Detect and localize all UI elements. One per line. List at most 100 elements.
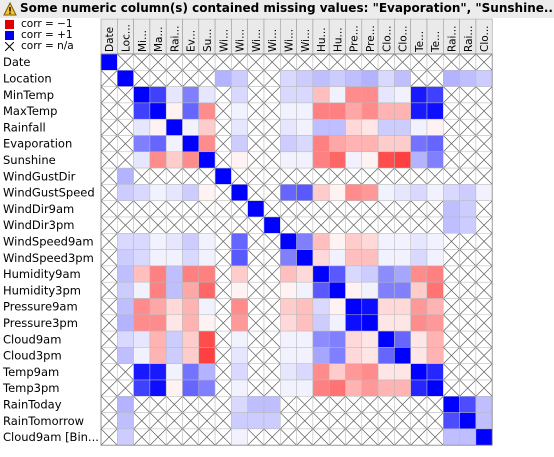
matrix-cell[interactable]: [410, 347, 428, 364]
matrix-cell[interactable]: [426, 363, 444, 381]
matrix-cell[interactable]: [312, 428, 330, 446]
matrix-cell[interactable]: [198, 314, 216, 332]
matrix-cell[interactable]: [182, 102, 200, 120]
matrix-cell[interactable]: [263, 200, 281, 218]
matrix-cell[interactable]: [328, 86, 346, 104]
matrix-cell[interactable]: [475, 265, 493, 283]
matrix-cell[interactable]: [231, 347, 248, 364]
matrix-cell[interactable]: [182, 396, 200, 413]
matrix-cell[interactable]: [198, 249, 216, 267]
matrix-cell[interactable]: [394, 70, 411, 87]
matrix-cell[interactable]: [280, 86, 297, 104]
matrix-cell[interactable]: [165, 167, 183, 185]
matrix-cell[interactable]: [312, 184, 330, 201]
matrix-cell[interactable]: [394, 396, 411, 413]
matrix-cell[interactable]: [247, 200, 265, 218]
matrix-cell[interactable]: [280, 151, 297, 169]
matrix-cell[interactable]: [231, 118, 248, 136]
matrix-cell[interactable]: [247, 428, 265, 446]
matrix-cell[interactable]: [361, 184, 379, 201]
matrix-cell[interactable]: [410, 298, 428, 316]
matrix-cell[interactable]: [263, 249, 281, 267]
matrix-cell[interactable]: [345, 216, 363, 234]
matrix-cell[interactable]: [100, 363, 118, 381]
matrix-cell[interactable]: [182, 347, 200, 364]
matrix-cell[interactable]: [361, 53, 379, 71]
matrix-cell[interactable]: [345, 184, 363, 201]
matrix-cell[interactable]: [377, 330, 395, 348]
matrix-cell[interactable]: [182, 70, 200, 87]
matrix-cell[interactable]: [263, 265, 281, 283]
matrix-cell[interactable]: [133, 330, 151, 348]
matrix-cell[interactable]: [361, 330, 379, 348]
matrix-cell[interactable]: [394, 233, 411, 250]
matrix-cell[interactable]: [328, 379, 346, 397]
matrix-cell[interactable]: [296, 428, 314, 446]
matrix-cell[interactable]: [280, 379, 297, 397]
matrix-cell[interactable]: [377, 135, 395, 153]
matrix-cell[interactable]: [133, 184, 151, 201]
matrix-cell[interactable]: [459, 53, 477, 71]
matrix-cell[interactable]: [312, 118, 330, 136]
matrix-cell[interactable]: [247, 396, 265, 413]
matrix-cell[interactable]: [312, 86, 330, 104]
matrix-cell[interactable]: [182, 363, 200, 381]
matrix-cell[interactable]: [133, 314, 151, 332]
matrix-cell[interactable]: [475, 330, 493, 348]
matrix-cell[interactable]: [426, 298, 444, 316]
matrix-cell[interactable]: [133, 70, 151, 87]
matrix-cell[interactable]: [328, 184, 346, 201]
matrix-cell[interactable]: [361, 70, 379, 87]
matrix-cell[interactable]: [312, 347, 330, 364]
matrix-cell[interactable]: [100, 216, 118, 234]
matrix-cell[interactable]: [149, 184, 167, 201]
matrix-cell[interactable]: [100, 281, 118, 299]
matrix-cell[interactable]: [426, 396, 444, 413]
matrix-cell[interactable]: [410, 118, 428, 136]
matrix-cell[interactable]: [394, 151, 411, 169]
matrix-cell[interactable]: [361, 135, 379, 153]
matrix-cell[interactable]: [394, 135, 411, 153]
matrix-cell[interactable]: [328, 330, 346, 348]
matrix-cell[interactable]: [133, 233, 151, 250]
matrix-cell[interactable]: [459, 396, 477, 413]
matrix-cell[interactable]: [328, 102, 346, 120]
matrix-cell[interactable]: [231, 265, 248, 283]
matrix-cell[interactable]: [459, 281, 477, 299]
matrix-cell[interactable]: [361, 167, 379, 185]
matrix-cell[interactable]: [263, 298, 281, 316]
matrix-cell[interactable]: [312, 396, 330, 413]
matrix-cell[interactable]: [296, 118, 314, 136]
matrix-cell[interactable]: [426, 249, 444, 267]
matrix-cell[interactable]: [361, 314, 379, 332]
matrix-cell[interactable]: [117, 135, 134, 153]
matrix-cell[interactable]: [165, 363, 183, 381]
matrix-cell[interactable]: [100, 184, 118, 201]
matrix-cell[interactable]: [165, 216, 183, 234]
matrix-cell[interactable]: [328, 200, 346, 218]
matrix-cell[interactable]: [394, 347, 411, 364]
matrix-cell[interactable]: [165, 135, 183, 153]
matrix-cell[interactable]: [198, 200, 216, 218]
matrix-cell[interactable]: [280, 428, 297, 446]
matrix-cell[interactable]: [312, 70, 330, 87]
matrix-cell[interactable]: [198, 118, 216, 136]
matrix-cell[interactable]: [361, 151, 379, 169]
matrix-cell[interactable]: [426, 184, 444, 201]
matrix-cell[interactable]: [100, 412, 118, 430]
matrix-cell[interactable]: [296, 184, 314, 201]
matrix-cell[interactable]: [231, 330, 248, 348]
matrix-cell[interactable]: [312, 233, 330, 250]
matrix-cell[interactable]: [475, 70, 493, 87]
matrix-cell[interactable]: [394, 265, 411, 283]
matrix-cell[interactable]: [345, 281, 363, 299]
matrix-cell[interactable]: [182, 167, 200, 185]
matrix-cell[interactable]: [361, 200, 379, 218]
matrix-cell[interactable]: [296, 86, 314, 104]
matrix-cell[interactable]: [345, 363, 363, 381]
matrix-cell[interactable]: [312, 151, 330, 169]
matrix-cell[interactable]: [247, 347, 265, 364]
matrix-cell[interactable]: [149, 102, 167, 120]
matrix-cell[interactable]: [247, 135, 265, 153]
matrix-cell[interactable]: [296, 102, 314, 120]
